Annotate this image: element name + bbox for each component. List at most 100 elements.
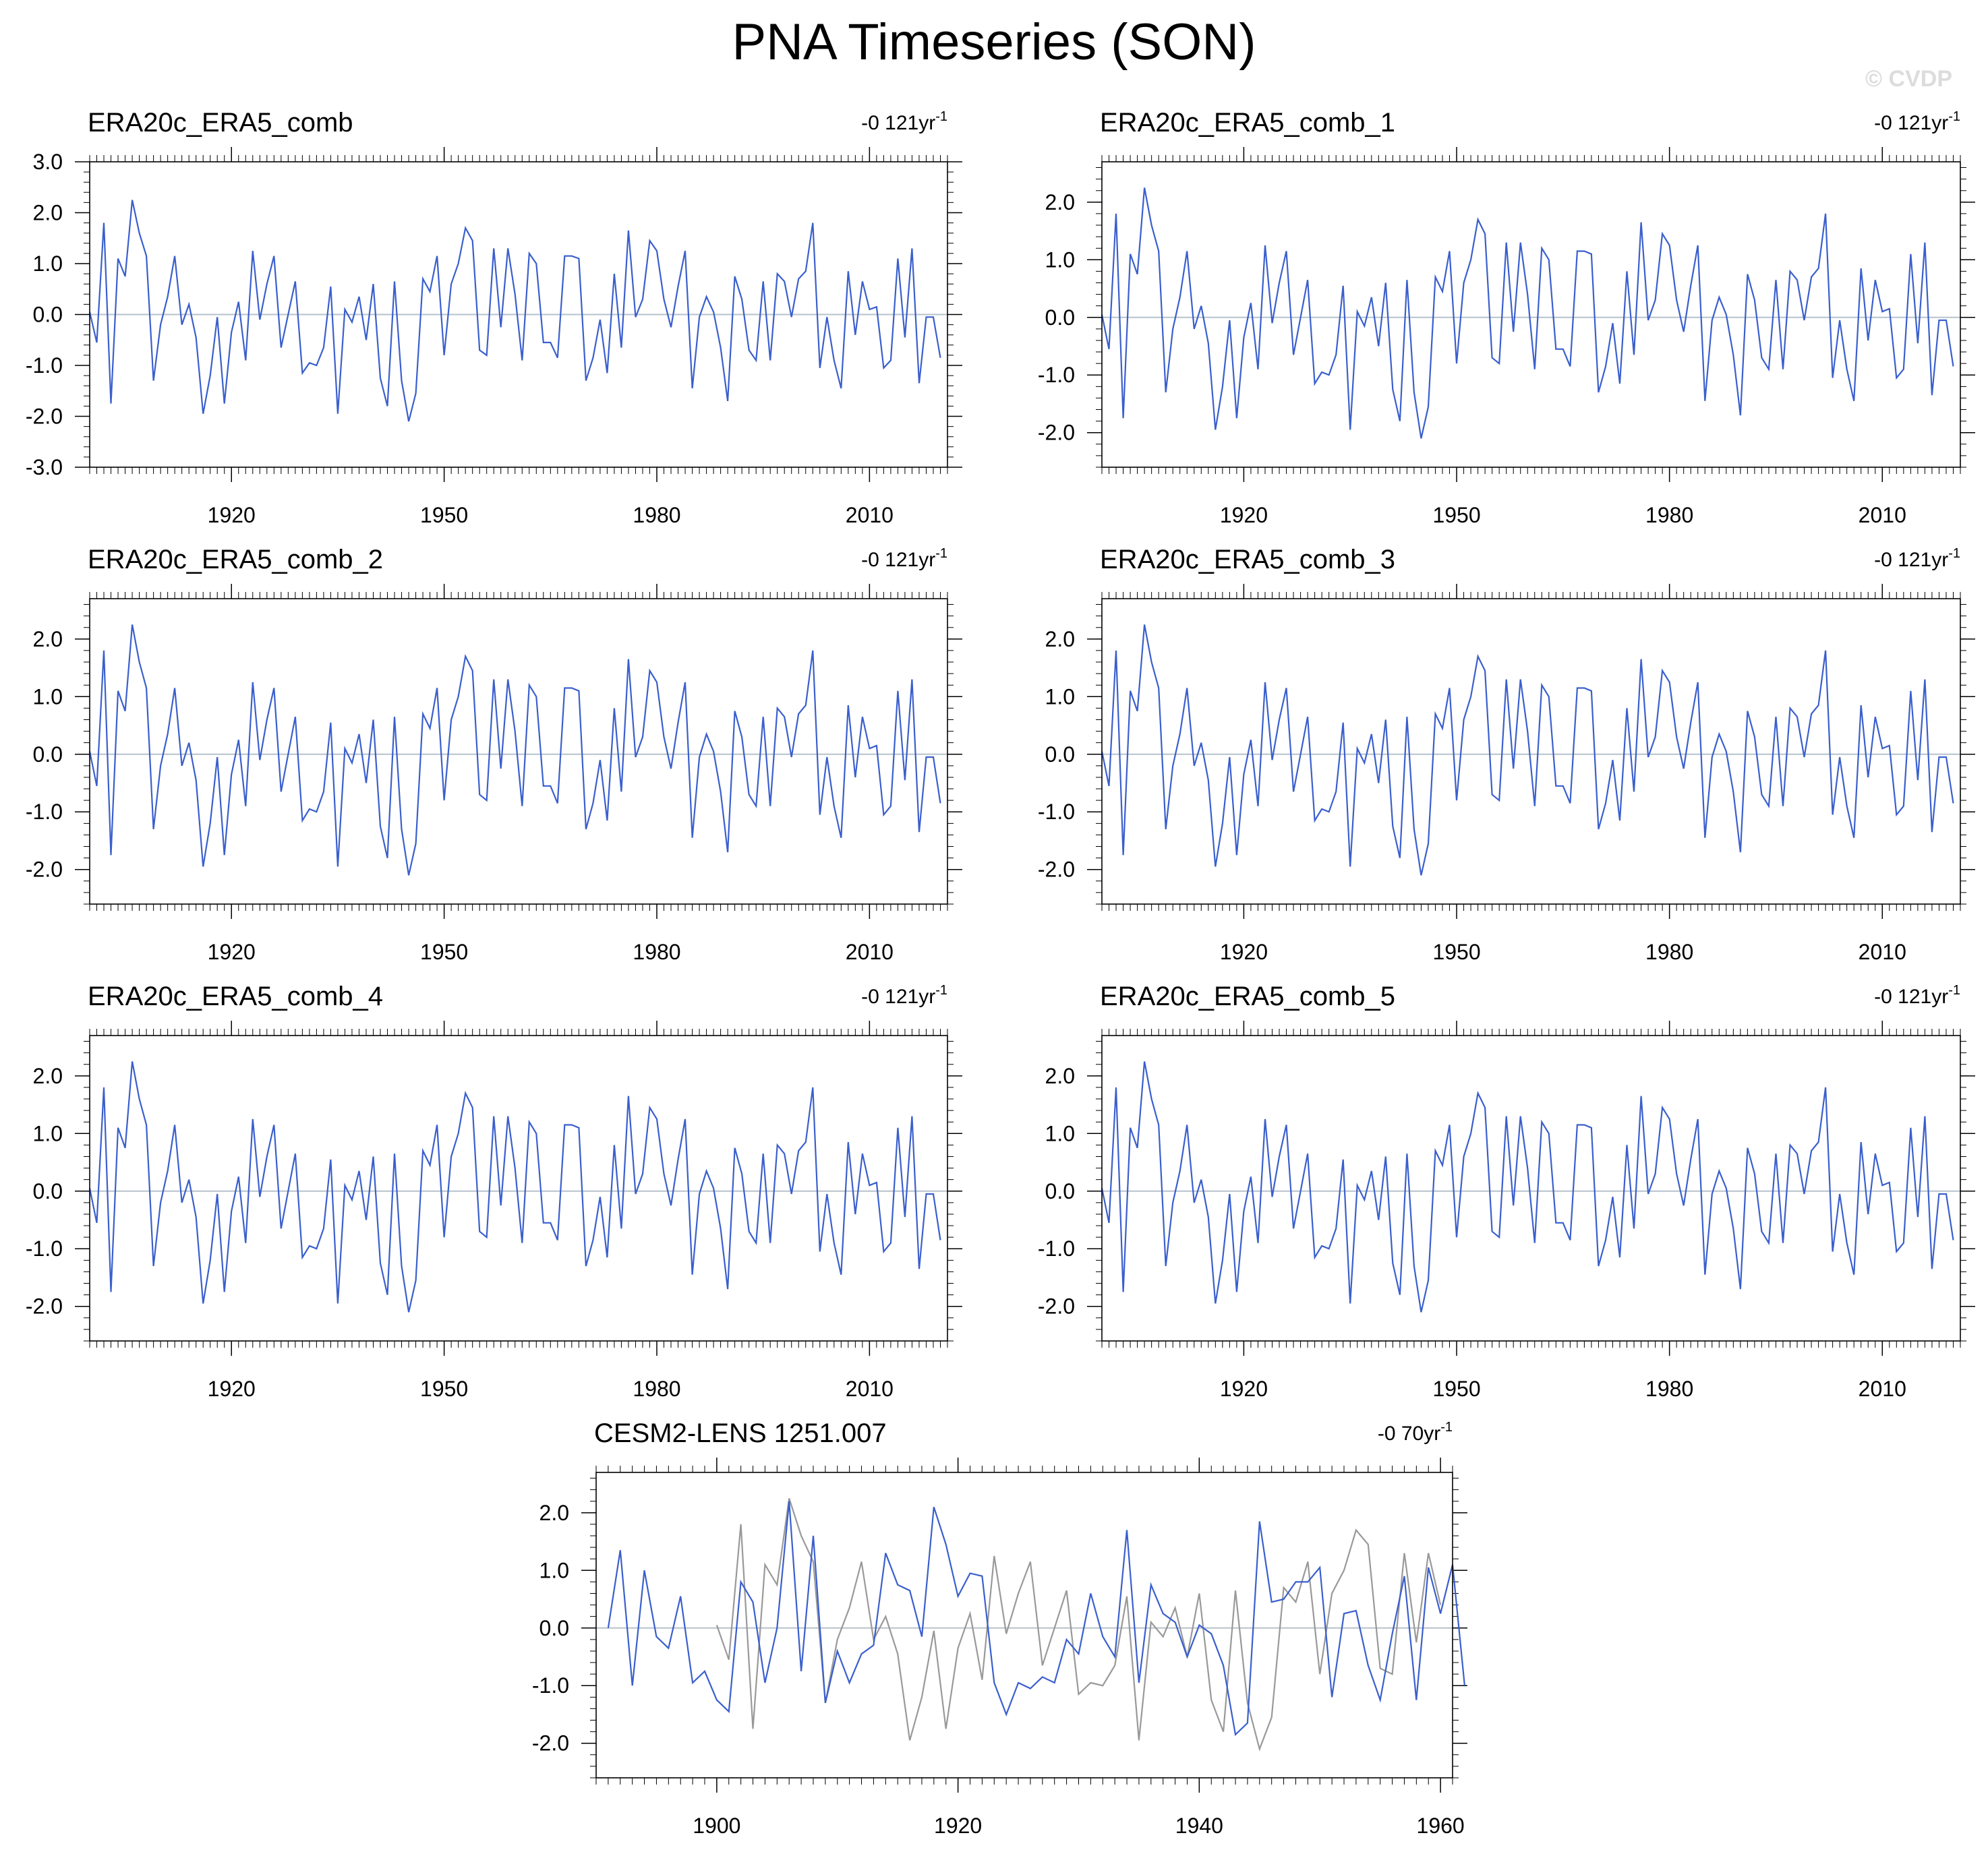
plot-frame bbox=[89, 1035, 948, 1342]
panel-title: ERA20c_ERA5_comb_5 bbox=[1100, 982, 1395, 1011]
x-tick-label: 1980 bbox=[1645, 940, 1693, 964]
y-tick-label: -2.0 bbox=[1038, 858, 1075, 882]
y-tick-label: 0.0 bbox=[33, 742, 63, 767]
plot-frame bbox=[1101, 1035, 1961, 1342]
minor-ticks bbox=[590, 1466, 1459, 1785]
y-tick-label: 1.0 bbox=[1045, 1121, 1075, 1145]
chart-panel: ERA20c_ERA5_comb_5 -0 121yr-1 1920 1950 1980… bbox=[1038, 982, 1975, 1401]
y-tick-label: 2.0 bbox=[33, 201, 63, 225]
minor-ticks bbox=[1096, 1029, 1966, 1348]
y-tick-label: -1.0 bbox=[1038, 800, 1075, 824]
plot-frame bbox=[1101, 161, 1961, 468]
panel-title: ERA20c_ERA5_comb_1 bbox=[1100, 108, 1395, 138]
x-tick-label: 1920 bbox=[208, 1377, 256, 1401]
y-tick-label: -2.0 bbox=[532, 1731, 569, 1756]
x-tick-label: 1950 bbox=[420, 503, 468, 527]
chart-panel: ERA20c_ERA5_comb_3 -0 121yr-1 1920 1950 1980… bbox=[1038, 545, 1975, 964]
x-tick-label: 1980 bbox=[1645, 1377, 1693, 1401]
y-tick-label: 0.0 bbox=[1045, 305, 1075, 330]
x-tick-label: 1920 bbox=[208, 940, 256, 964]
x-tick-label: 1980 bbox=[633, 503, 680, 527]
y-tick-label: 2.0 bbox=[1045, 627, 1075, 651]
y-tick-label: 0.0 bbox=[33, 303, 63, 327]
y-tick-label: 0.0 bbox=[1045, 1179, 1075, 1203]
x-tick-label: 2010 bbox=[1859, 503, 1906, 527]
chart-panel: ERA20c_ERA5_comb_1 -0 121yr-1 1920 1950 1980… bbox=[1038, 108, 1975, 527]
x-tick-label: 1950 bbox=[1432, 1377, 1480, 1401]
trend-label: -0 121yr-1 bbox=[861, 546, 947, 571]
series-line bbox=[88, 1061, 941, 1313]
x-tick-label: 1950 bbox=[1432, 503, 1480, 527]
y-tick-label: 2.0 bbox=[1045, 1064, 1075, 1088]
x-tick-label: 1920 bbox=[1220, 940, 1268, 964]
x-tick-label: 1980 bbox=[633, 940, 680, 964]
plot-frame bbox=[595, 1472, 1453, 1778]
x-tick-label: 2010 bbox=[846, 940, 894, 964]
panel-title: CESM2-LENS 1251.007 bbox=[594, 1418, 887, 1448]
x-tick-label: 2010 bbox=[846, 1377, 894, 1401]
y-tick-label: -1.0 bbox=[532, 1673, 569, 1698]
series-line bbox=[88, 624, 941, 876]
trend-exponent: -1 bbox=[1948, 983, 1960, 998]
panel-title: ERA20c_ERA5_comb_2 bbox=[88, 545, 383, 574]
trend-value: -0 121yr bbox=[861, 986, 935, 1008]
x-tick-label: 1940 bbox=[1175, 1814, 1223, 1838]
trend-exponent: -1 bbox=[935, 983, 947, 998]
y-tick-label: 1.0 bbox=[1045, 684, 1075, 709]
y-tick-label: -1.0 bbox=[26, 800, 63, 824]
minor-ticks bbox=[1096, 592, 1966, 911]
y-tick-label: 1.0 bbox=[33, 684, 63, 709]
trend-exponent: -1 bbox=[935, 109, 947, 124]
y-tick-label: -2.0 bbox=[1038, 1294, 1075, 1319]
y-tick-label: 1.0 bbox=[1045, 247, 1075, 272]
trend-value: -0 121yr bbox=[861, 549, 935, 571]
series-line bbox=[1101, 624, 1954, 876]
y-tick-label: -1.0 bbox=[1038, 363, 1075, 387]
plot-frame bbox=[1101, 598, 1961, 905]
y-tick-label: 1.0 bbox=[33, 1121, 63, 1145]
x-tick-label: 1900 bbox=[693, 1814, 740, 1838]
trend-exponent: -1 bbox=[1948, 546, 1960, 561]
minor-ticks bbox=[1096, 155, 1966, 474]
y-tick-label: -1.0 bbox=[26, 1236, 63, 1261]
trend-value: -0 121yr bbox=[1874, 986, 1948, 1008]
trend-exponent: -1 bbox=[1948, 109, 1960, 124]
y-tick-label: 0.0 bbox=[33, 1179, 63, 1203]
trend-label: -0 121yr-1 bbox=[1874, 109, 1960, 134]
trend-exponent: -1 bbox=[935, 546, 947, 561]
y-tick-label: 1.0 bbox=[33, 251, 63, 276]
trend-label: -0 121yr-1 bbox=[1874, 546, 1960, 571]
x-tick-label: 1950 bbox=[420, 940, 468, 964]
y-tick-label: 0.0 bbox=[539, 1616, 569, 1640]
panel-title: ERA20c_ERA5_comb_4 bbox=[88, 982, 383, 1011]
watermark: © CVDP bbox=[1865, 66, 1952, 92]
minor-ticks bbox=[84, 155, 954, 474]
series-line bbox=[1101, 187, 1954, 439]
x-tick-label: 2010 bbox=[1859, 940, 1906, 964]
y-tick-label: 2.0 bbox=[33, 627, 63, 651]
x-tick-label: 1950 bbox=[1432, 940, 1480, 964]
x-tick-label: 1980 bbox=[1645, 503, 1693, 527]
chart-panel: ERA20c_ERA5_comb_4 -0 121yr-1 1920 1950 1980… bbox=[26, 982, 962, 1401]
x-tick-label: 1950 bbox=[420, 1377, 468, 1401]
panel-title: ERA20c_ERA5_comb bbox=[88, 108, 353, 138]
series-line bbox=[88, 200, 941, 422]
y-tick-label: 0.0 bbox=[1045, 742, 1075, 767]
y-tick-label: 3.0 bbox=[33, 150, 63, 174]
plot-frame bbox=[89, 161, 948, 468]
x-tick-label: 1960 bbox=[1417, 1814, 1465, 1838]
x-tick-label: 1920 bbox=[934, 1814, 982, 1838]
trend-value: -0 70yr bbox=[1378, 1423, 1440, 1445]
trend-label: -0 121yr-1 bbox=[861, 983, 947, 1008]
trend-value: -0 121yr bbox=[1874, 112, 1948, 134]
trend-label: -0 70yr-1 bbox=[1378, 1420, 1453, 1445]
trend-exponent: -1 bbox=[1440, 1420, 1453, 1435]
panel-title: ERA20c_ERA5_comb_3 bbox=[1100, 545, 1395, 574]
x-tick-label: 1980 bbox=[633, 1377, 680, 1401]
y-tick-label: -2.0 bbox=[26, 405, 63, 429]
y-tick-label: -2.0 bbox=[26, 858, 63, 882]
series-line bbox=[1101, 1061, 1954, 1313]
x-tick-label: 2010 bbox=[1859, 1377, 1906, 1401]
